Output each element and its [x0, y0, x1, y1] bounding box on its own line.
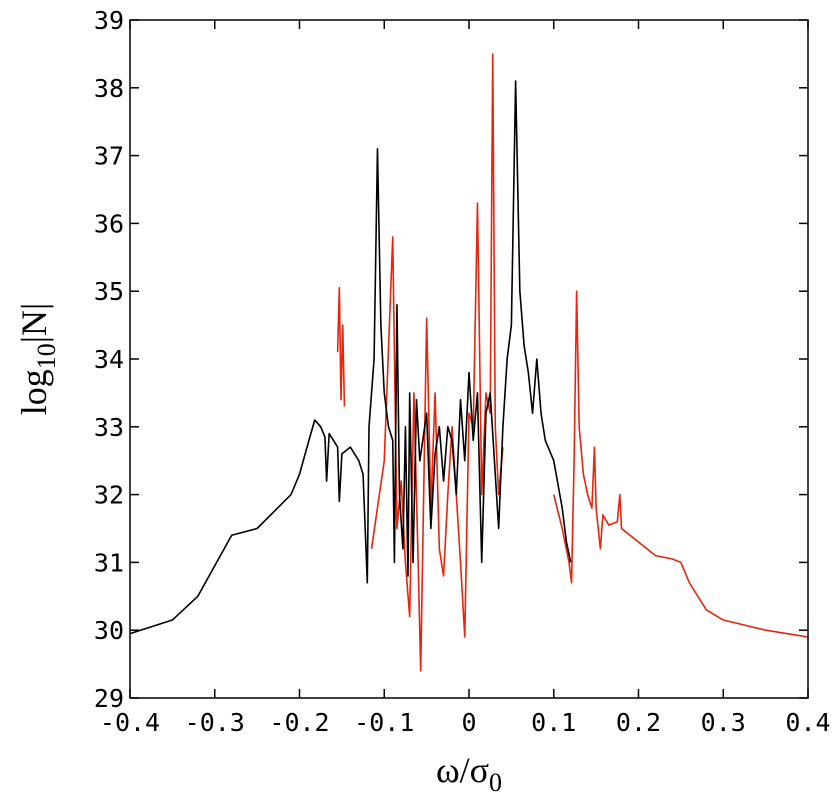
x-tick-label: 0.4	[785, 708, 830, 737]
y-tick-label: 30	[94, 616, 124, 645]
y-tick-label: 39	[94, 6, 124, 35]
x-tick-label: 0.2	[616, 708, 661, 737]
series-line	[129, 80, 572, 635]
x-axis-label-sub: 0	[489, 768, 502, 797]
y-tick-label: 36	[94, 209, 124, 238]
y-tick-label: 31	[94, 548, 124, 577]
x-tick-label: 0	[461, 708, 476, 737]
x-axis-label-main: ω/σ	[436, 750, 489, 790]
y-axis-label: log10|N|	[14, 303, 61, 415]
series-line	[336, 53, 809, 672]
x-tick-label: -0.1	[354, 708, 414, 737]
x-tick-label: 0.1	[531, 708, 576, 737]
y-tick-label: 33	[94, 413, 124, 442]
x-axis-label: ω/σ0	[436, 750, 502, 797]
y-axis-label-rest: |N|	[14, 303, 54, 343]
x-tick-label: -0.3	[185, 708, 245, 737]
x-tick-label: -0.2	[269, 708, 329, 737]
plot-frame	[129, 19, 809, 699]
y-axis-label-sub: 10	[32, 343, 61, 369]
x-tick-label: -0.4	[100, 708, 160, 737]
y-tick-label: 29	[94, 684, 124, 713]
y-tick-label: 37	[94, 142, 124, 171]
y-tick-label: 35	[94, 277, 124, 306]
x-tick-label: 0.3	[701, 708, 746, 737]
y-tick-label: 38	[94, 74, 124, 103]
y-axis-label-main: log	[14, 369, 54, 415]
y-tick-label: 34	[94, 345, 124, 374]
y-tick-label: 32	[94, 481, 124, 510]
